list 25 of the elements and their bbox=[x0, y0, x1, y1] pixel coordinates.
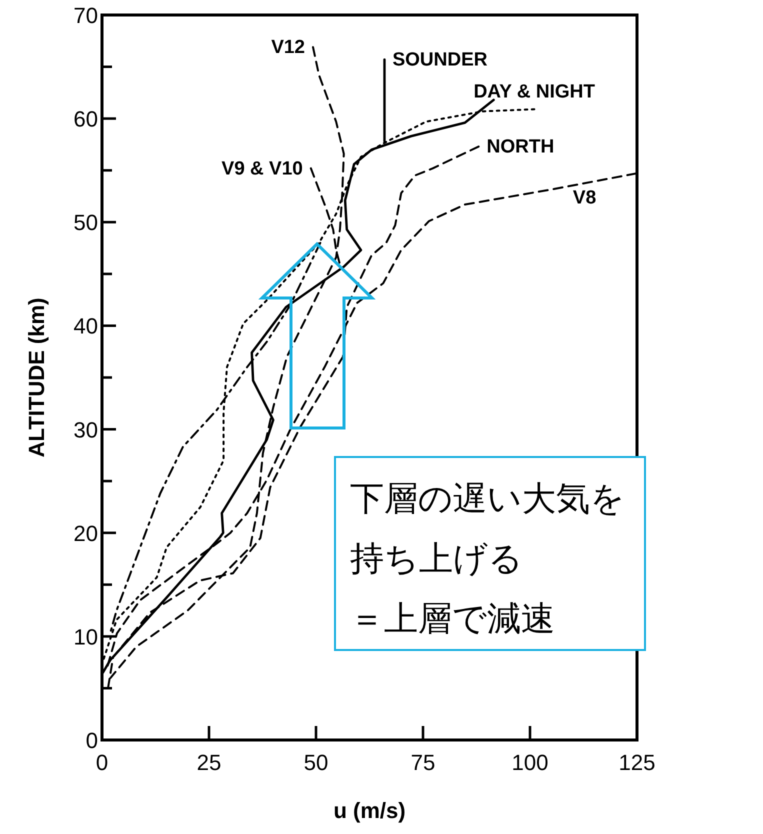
series-label: DAY & NIGHT bbox=[474, 81, 596, 102]
y-tick-label: 40 bbox=[74, 314, 98, 339]
series-label: V12 bbox=[271, 37, 306, 58]
annotation: 下層の遅い大気を bbox=[350, 480, 625, 518]
x-tick-label: 25 bbox=[196, 750, 222, 775]
y-tick-label: 70 bbox=[74, 3, 98, 28]
annotation: 持ち上げる bbox=[350, 540, 523, 578]
annotation: 下層の遅い大気を 持ち上げる ＝上層で減速 bbox=[334, 456, 646, 651]
y-tick-label: 60 bbox=[74, 106, 98, 132]
series-label: NORTH bbox=[486, 136, 554, 158]
x-tick-label: 100 bbox=[512, 750, 548, 775]
y-tick-label: 30 bbox=[74, 417, 98, 442]
y-tick-label: 0 bbox=[86, 728, 98, 753]
x-tick-label: 75 bbox=[410, 750, 436, 775]
y-tick-label: 50 bbox=[74, 210, 98, 236]
series-label: V9 & V10 bbox=[222, 158, 303, 180]
x-axis-title: u (m/s) bbox=[333, 798, 406, 823]
series-label: SOUNDER bbox=[392, 50, 488, 71]
x-tick-label: 125 bbox=[618, 750, 656, 775]
y-axis-title: ALTITUDE (km) bbox=[24, 298, 49, 458]
y-tick-label: 10 bbox=[74, 624, 98, 650]
annotation: ＝上層で減速 bbox=[350, 600, 555, 638]
series-label: V8 bbox=[572, 187, 596, 208]
y-tick-label: 20 bbox=[74, 520, 98, 546]
x-tick-label: 50 bbox=[304, 750, 328, 775]
